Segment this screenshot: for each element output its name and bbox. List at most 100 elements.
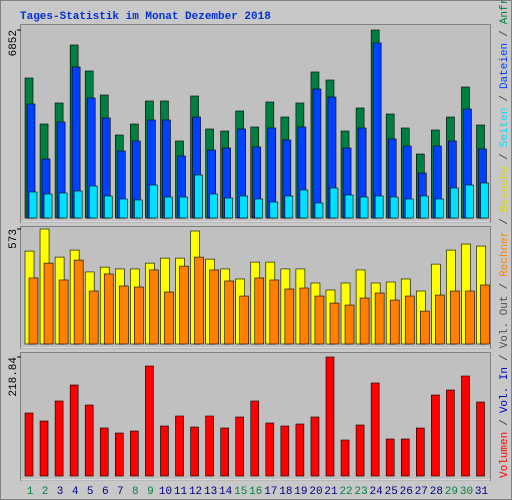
- x-tick-label: 31: [475, 486, 489, 498]
- legend: Volumen / Vol. In / Vol. Out / Rechner / Besuche…: [499, 0, 511, 478]
- bar: [419, 195, 429, 219]
- bar: [84, 404, 94, 477]
- legend-item: Volumen: [499, 432, 511, 478]
- bar: [28, 191, 38, 219]
- bar: [119, 198, 128, 219]
- bar: [355, 424, 365, 477]
- x-tick-label: 17: [264, 486, 277, 498]
- bar: [374, 195, 384, 219]
- bar: [344, 304, 355, 345]
- bar: [164, 291, 174, 345]
- bar: [54, 400, 64, 477]
- bar: [312, 88, 322, 219]
- bar: [280, 425, 290, 477]
- bar: [299, 189, 309, 219]
- bar: [344, 194, 354, 219]
- bar: [73, 190, 83, 219]
- bar: [310, 416, 320, 477]
- legend-item: Vol. Out: [499, 296, 511, 349]
- bar: [43, 193, 53, 219]
- x-tick-label: 3: [57, 486, 64, 498]
- bar: [239, 295, 249, 345]
- bar: [480, 284, 490, 345]
- legend-item: Besuche: [499, 166, 511, 212]
- x-tick-label: 19: [294, 486, 307, 498]
- bar: [115, 432, 124, 477]
- bar: [149, 269, 159, 345]
- bar: [372, 42, 382, 219]
- bar: [28, 277, 39, 345]
- bar: [480, 182, 489, 219]
- bar: [130, 430, 139, 477]
- bar: [400, 438, 410, 477]
- x-tick-label: 27: [415, 486, 428, 498]
- x-tick-label: 12: [189, 486, 202, 498]
- bar: [284, 195, 294, 219]
- legend-item: Anfragen: [499, 0, 511, 24]
- bar: [450, 187, 459, 219]
- bar: [190, 426, 199, 477]
- bar: [359, 196, 369, 219]
- bar: [164, 196, 173, 219]
- bar: [431, 394, 440, 477]
- y-tick-label: 6852: [8, 30, 20, 56]
- bar: [99, 427, 109, 477]
- x-tick-label: 21: [324, 486, 338, 498]
- bar: [269, 279, 280, 345]
- bar: [465, 184, 474, 219]
- bar: [325, 356, 335, 477]
- x-tick-label: 11: [174, 486, 188, 498]
- bar: [179, 265, 189, 345]
- legend-separator: /: [499, 419, 511, 426]
- chart-title: Tages-Statistik im Monat Dezember 2018: [20, 11, 271, 23]
- bar: [69, 384, 79, 477]
- bar: [329, 187, 339, 219]
- bar: [446, 389, 455, 477]
- x-tick-label: 2: [42, 486, 49, 498]
- x-tick-label: 10: [159, 486, 172, 498]
- y-tick-label: 218.84: [8, 357, 20, 397]
- bar: [209, 269, 219, 345]
- bar: [179, 196, 188, 219]
- x-tick-label: 30: [460, 486, 473, 498]
- bar: [404, 295, 415, 345]
- bar: [269, 201, 279, 219]
- x-tick-label: 16: [249, 486, 262, 498]
- bar: [194, 256, 204, 345]
- bar: [314, 295, 325, 345]
- x-tick-label: 14: [219, 486, 233, 498]
- legend-separator: /: [499, 283, 511, 290]
- x-tick-label: 5: [87, 486, 94, 498]
- x-tick-label: 22: [339, 486, 352, 498]
- x-tick-label: 4: [72, 486, 79, 498]
- x-tick-label: 20: [309, 486, 322, 498]
- x-tick-label: 28: [430, 486, 443, 498]
- bar: [224, 280, 234, 345]
- legend-separator: /: [499, 153, 511, 160]
- bar: [329, 302, 340, 345]
- bar: [404, 198, 414, 219]
- bar: [370, 382, 380, 477]
- bar: [235, 416, 244, 477]
- bar: [461, 375, 470, 477]
- legend-separator: /: [499, 30, 511, 37]
- bar: [374, 292, 385, 345]
- bar: [254, 277, 265, 345]
- x-tick-label: 18: [279, 486, 292, 498]
- x-tick-label: 25: [385, 486, 398, 498]
- bar: [134, 199, 143, 219]
- x-tick-label: 23: [354, 486, 367, 498]
- x-tick-label: 9: [147, 486, 154, 498]
- bar: [299, 287, 310, 345]
- legend-item: Rechner: [499, 231, 511, 277]
- y-tick-label: 573: [8, 229, 20, 249]
- bar: [134, 286, 144, 345]
- bar: [340, 439, 350, 477]
- bar: [419, 310, 430, 345]
- legend-item: Dateien: [499, 43, 511, 89]
- x-tick-label: 13: [204, 486, 217, 498]
- bar: [389, 299, 400, 345]
- bar: [39, 420, 49, 477]
- bar: [58, 279, 69, 345]
